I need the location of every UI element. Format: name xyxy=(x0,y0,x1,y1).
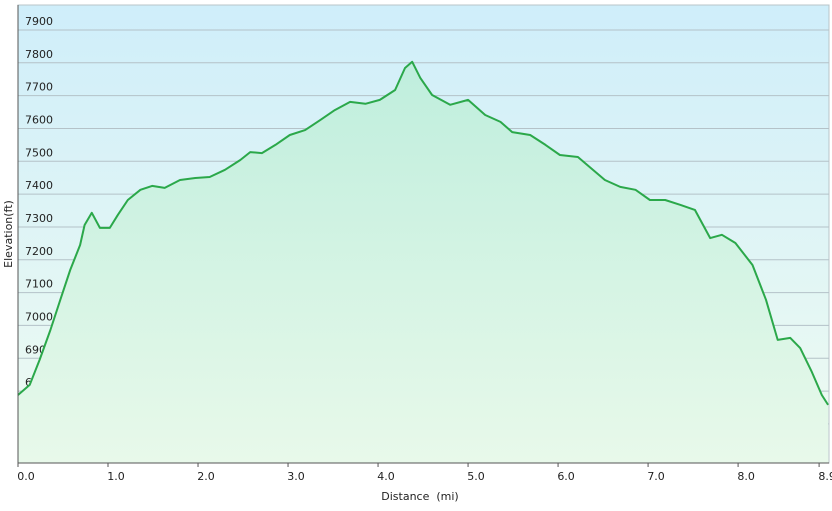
y-tick-label: 7500 xyxy=(25,146,53,159)
area xyxy=(18,61,829,464)
y-tick-label: 7100 xyxy=(25,278,53,291)
x-tick-label: 2.0 xyxy=(197,470,215,483)
x-tick-label: 1.0 xyxy=(107,470,125,483)
y-tick-label: 7000 xyxy=(25,310,53,323)
y-tick-label: 7300 xyxy=(25,212,53,225)
x-tick-label: 0.0 xyxy=(17,470,35,483)
y-tick-label: 7700 xyxy=(25,81,53,94)
y-axis-label: Elevation(ft) xyxy=(2,200,15,268)
y-tick-label: 7900 xyxy=(25,15,53,28)
x-tick-label: 4.0 xyxy=(377,470,395,483)
x-tick-label: 8.0 xyxy=(737,470,755,483)
x-tick-label: 6.0 xyxy=(557,470,575,483)
x-axis-label: Distance (mi) xyxy=(381,490,458,503)
x-tick-label: 5.0 xyxy=(467,470,485,483)
line xyxy=(17,60,829,406)
y-tick-label: 7800 xyxy=(25,48,53,61)
y-tick-label: 7200 xyxy=(25,245,53,258)
y-tick-label: 7400 xyxy=(25,179,53,192)
x-tick-label: 7.0 xyxy=(647,470,665,483)
y-tick-label: 7600 xyxy=(25,113,53,126)
x-tick-label: 3.0 xyxy=(287,470,305,483)
x-tick-label: 8.9 xyxy=(818,470,832,483)
